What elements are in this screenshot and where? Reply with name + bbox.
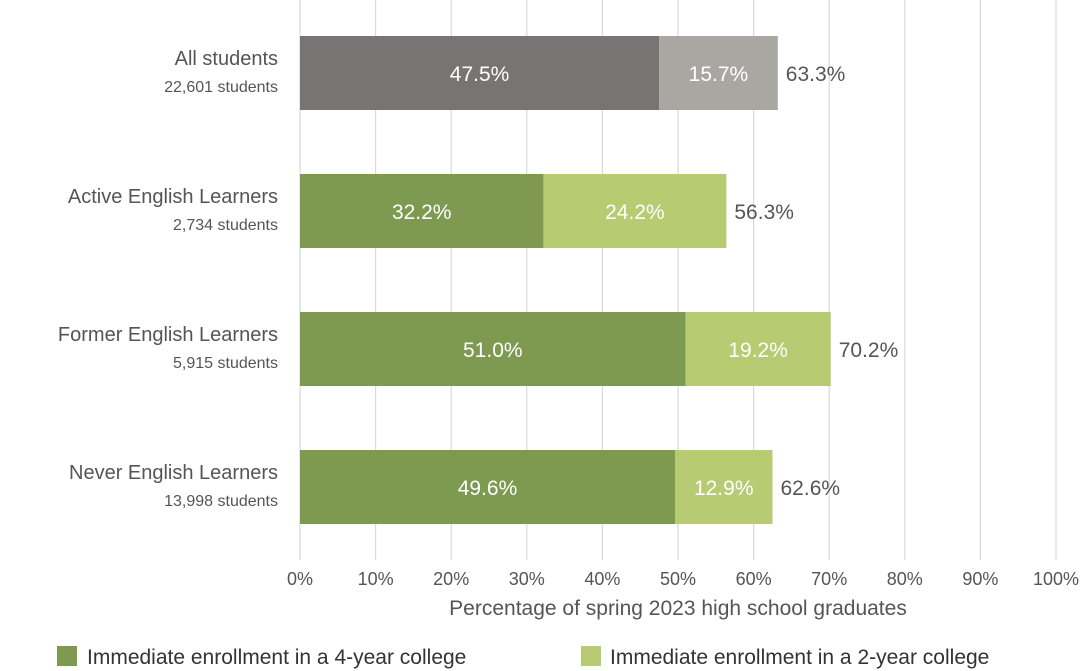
category-label: Former English Learners [58,324,278,346]
category-label: All students [175,48,278,70]
bar-4-year [300,450,675,524]
bar-total-label: 56.3% [734,201,794,224]
x-tick-label: 40% [584,569,620,589]
bar-total-label: 62.6% [781,477,841,500]
bar-4-year [300,312,686,386]
bar-4-year [300,174,544,248]
bar-total-label: 70.2% [839,339,899,362]
bar-2-year [674,450,773,524]
bar-2-year-label: 12.9% [694,477,754,500]
bar-4-year-label: 51.0% [463,339,523,362]
category-sublabel: 5,915 students [173,355,278,372]
x-tick-label: 70% [811,569,847,589]
legend-swatch-2-year [581,646,601,666]
bar-2-year [659,36,778,110]
legend-label-4-year: Immediate enrollment in a 4-year college [87,646,466,669]
bar-4-year-label: 32.2% [392,201,452,224]
bar-2-year-label: 15.7% [689,63,749,86]
x-tick-label: 60% [736,569,772,589]
category-label: Never English Learners [69,462,278,484]
category-labels: All students 22,601 students Active Englis… [58,48,278,510]
legend-swatch-4-year [57,646,77,666]
x-tick-label: 30% [509,569,545,589]
category-sublabel: 22,601 students [164,79,278,96]
x-axis-ticks: 0% 10% 20% 30% 40% 50% 60% 70% 80% 90% 100% [287,569,1079,589]
category-label: Active English Learners [68,186,278,208]
bar-4-year [300,36,660,110]
category-sublabel: 13,998 students [164,493,278,510]
bar-total-label: 63.3% [786,63,846,86]
bar-2-year-label: 19.2% [728,339,788,362]
x-tick-label: 100% [1033,569,1079,589]
x-tick-label: 0% [287,569,313,589]
bar-4-year-label: 47.5% [450,63,510,86]
x-tick-label: 80% [887,569,923,589]
bar-2-year [543,174,727,248]
x-tick-label: 90% [962,569,998,589]
bar-2-year [685,312,831,386]
category-sublabel: 2,734 students [173,217,278,234]
legend: Immediate enrollment in a 4-year college… [57,646,989,669]
x-tick-label: 20% [433,569,469,589]
bars: 47.5% 15.7% 63.3% 32.2% 24.2% 56.3% 51.0% 19.2%… [300,36,898,524]
x-axis-title: Percentage of spring 2023 high school gr… [449,597,907,620]
legend-label-2-year: Immediate enrollment in a 2-year college [610,646,989,669]
bar-4-year-label: 49.6% [458,477,518,500]
x-tick-label: 50% [660,569,696,589]
bar-2-year-label: 24.2% [605,201,665,224]
x-tick-label: 10% [358,569,394,589]
